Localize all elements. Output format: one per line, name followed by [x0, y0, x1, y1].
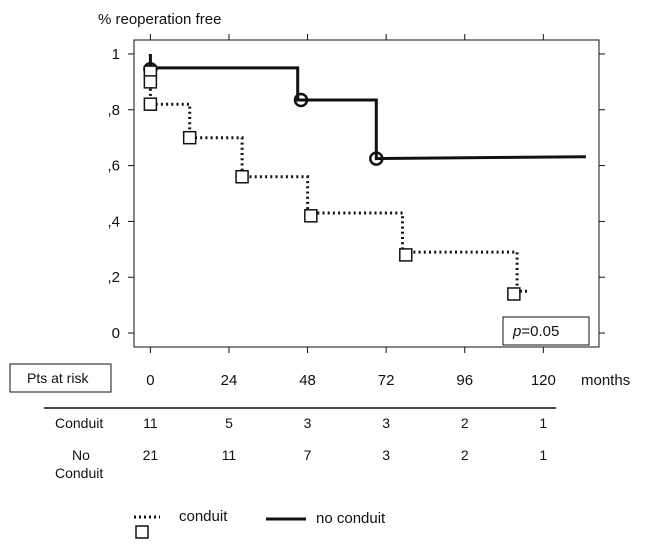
- legend: conduit no conduit: [134, 508, 386, 539]
- risk-value: 5: [225, 415, 233, 431]
- y-tick-label: ,4: [107, 213, 120, 230]
- y-tick-label: ,8: [107, 102, 120, 119]
- marker-no-conduit: [293, 92, 309, 108]
- x-axis-label: months: [581, 372, 630, 389]
- marker-conduit: [235, 170, 249, 184]
- x-tick-label: 24: [221, 372, 238, 389]
- legend-conduit-square-icon: [135, 525, 149, 539]
- marker-conduit: [143, 75, 158, 89]
- x-tick-label: 0: [146, 372, 154, 389]
- y-tick-label: 1: [112, 46, 120, 63]
- risk-value: 11: [222, 447, 237, 463]
- risk-value: 2: [461, 447, 469, 463]
- legend-no-conduit-label: no conduit: [316, 510, 386, 527]
- risk-value: 3: [382, 447, 390, 463]
- risk-row-label-conduit: Conduit: [55, 415, 103, 431]
- risk-row-label-no-conduit: Conduit: [55, 465, 103, 481]
- x-tick-label: 120: [531, 372, 556, 389]
- marker-conduit: [507, 287, 521, 301]
- risk-value: 7: [304, 447, 312, 463]
- risk-value: 11: [143, 415, 158, 431]
- plot-frame: [133, 39, 600, 348]
- y-tick-label: ,6: [107, 158, 120, 175]
- risk-value: 21: [143, 447, 159, 463]
- risk-value: 3: [304, 415, 312, 431]
- x-tick-label: 72: [378, 372, 395, 389]
- risk-table-header-text: Pts at risk: [27, 370, 89, 386]
- series-line-conduit: [148, 67, 527, 293]
- marker-no-conduit: [369, 151, 384, 166]
- y-tick-label: 0: [112, 325, 120, 342]
- x-tick-label: 48: [299, 372, 316, 389]
- risk-row-label-no: No: [72, 447, 90, 463]
- p-value-symbol: p: [512, 323, 521, 340]
- series-line-no-conduit: [148, 54, 586, 161]
- y-tick-label: ,2: [107, 269, 120, 286]
- marker-conduit: [399, 248, 413, 262]
- p-value-text: =0.05: [521, 323, 559, 340]
- risk-value: 1: [539, 447, 547, 463]
- risk-value: 3: [382, 415, 390, 431]
- marker-conduit: [182, 130, 197, 145]
- marker-conduit: [143, 97, 158, 111]
- x-tick-label: 96: [456, 372, 473, 389]
- svg-text:p=0.05: p=0.05: [512, 323, 559, 340]
- risk-value: 1: [539, 415, 547, 431]
- marker-conduit: [304, 209, 318, 223]
- risk-value: 2: [461, 415, 469, 431]
- p-value-box: p=0.05: [502, 316, 590, 346]
- risk-table-header: Pts at risk: [9, 363, 112, 393]
- legend-conduit-label: conduit: [179, 508, 228, 525]
- y-axis-label: % reoperation free: [98, 11, 221, 28]
